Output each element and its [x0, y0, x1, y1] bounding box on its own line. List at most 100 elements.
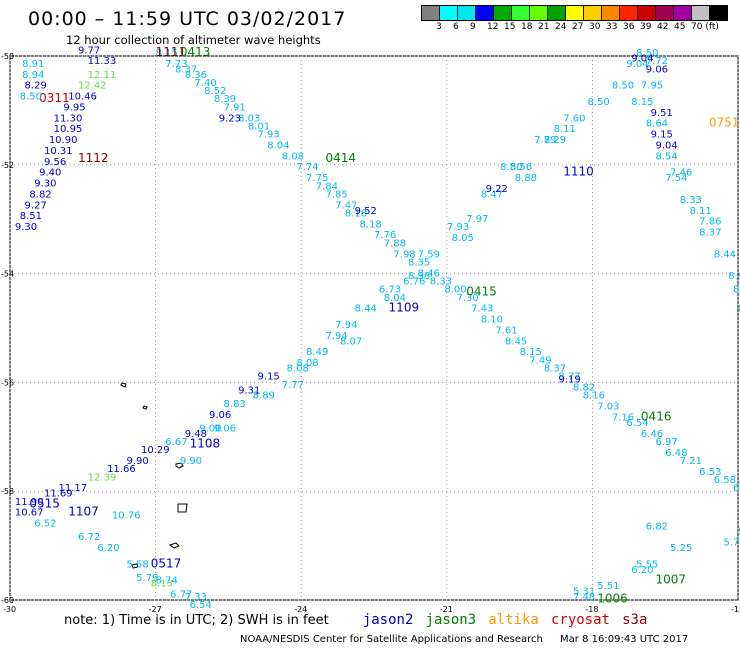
track-value: 8.15: [156, 48, 178, 59]
track-value: 7.84: [316, 181, 338, 192]
track-value: 7.75: [306, 173, 328, 184]
track-value: 7.93: [258, 130, 280, 141]
track-value: 7.03: [597, 402, 619, 413]
island-outline: [168, 542, 180, 549]
lat-tick-label: -54: [1, 270, 14, 279]
track-value: 7.61: [495, 325, 517, 336]
pass-time-label: 1109: [389, 301, 420, 315]
lon-tick-label: -15: [731, 605, 740, 614]
wave-height-value: 8.51: [20, 211, 42, 222]
wave-height-value: 8.82: [29, 189, 51, 200]
track-value: 6.54: [626, 418, 648, 429]
lat-tick-label: -58: [1, 487, 14, 496]
wave-height-value: 12.42: [78, 81, 107, 92]
island-outline: [142, 405, 148, 410]
track-value: 8.15: [520, 347, 542, 358]
track-value: 5.25: [670, 543, 692, 554]
track-value: 8.03: [238, 113, 260, 124]
lat-tick-label: -56: [1, 378, 14, 387]
wave-height-value: 10.67: [15, 508, 44, 519]
map-subtitle: 12 hour collection of altimeter wave hei…: [66, 33, 321, 47]
pass-time-label: 1006: [597, 592, 628, 606]
track-value: 8.44: [714, 249, 736, 260]
satellite-legend: note: 1) Time is in UTC; 2) SWH is in fe…: [64, 612, 647, 628]
track-value: 6.97: [655, 437, 677, 448]
legend-jason2: jason2: [362, 612, 414, 628]
wave-height-value: 5.55: [636, 559, 658, 570]
track-value: 7.76: [374, 230, 396, 241]
lat-tick-label: -60: [1, 596, 14, 605]
track-value: 8.46: [418, 268, 440, 279]
track-value: 7.40: [194, 78, 216, 89]
track-value: 7.47: [335, 200, 357, 211]
track-value: 6.72: [78, 532, 100, 543]
track-value: 5.58: [126, 559, 148, 570]
pass-time-label: 1107: [68, 505, 99, 519]
lon-tick-label: -27: [149, 605, 162, 614]
island-outlines: [120, 382, 188, 569]
credit-text: NOAA/NESDIS Center for Satellite Applica…: [240, 634, 543, 645]
wave-height-value: 8.29: [25, 81, 47, 92]
wave-height-value: 6.77: [170, 589, 192, 600]
track-value: 8.54: [655, 151, 677, 162]
island-outline: [131, 563, 139, 569]
wave-height-value: 7.94: [335, 320, 357, 331]
colorbar-label: 39: [640, 22, 652, 32]
legend-cryosat: cryosat: [550, 612, 610, 628]
wave-height-colorbar: [421, 5, 728, 21]
track-value: 8.08: [287, 364, 309, 375]
track-value: 8.33: [430, 276, 452, 287]
track-value: 7.48: [573, 592, 595, 603]
pass-time-label: 0515: [29, 497, 60, 511]
track-value: 8.15: [631, 97, 653, 108]
wave-height-value: 9.06: [646, 64, 668, 75]
track-value: 8.01: [248, 121, 270, 132]
lon-tick-label: -21: [440, 605, 453, 614]
track-value: 8.33: [680, 195, 702, 206]
wave-height-value: 10.90: [49, 135, 78, 146]
wave-height-value: 8.07: [340, 336, 362, 347]
wave-height-value: 8.04: [384, 293, 406, 304]
track-value: 6.73: [379, 285, 401, 296]
track-value: 7.49: [529, 355, 551, 366]
wave-height-value: 6.82: [646, 521, 668, 532]
track-value: 8.29: [544, 135, 566, 146]
lon-tick-label: -24: [294, 605, 307, 614]
track-value: 7.91: [224, 102, 246, 113]
wave-height-value: 7.77: [282, 380, 304, 391]
colorbar-label: 18: [521, 22, 533, 32]
wave-height-value: 5.31: [573, 587, 595, 598]
pass-time-label: 0751: [709, 116, 740, 130]
pass-time-label: 1112: [78, 151, 109, 165]
pass-time-label: 1110: [563, 165, 594, 179]
wave-height-value: 5.79: [136, 573, 158, 584]
wave-height-value: 11.66: [107, 464, 136, 475]
wave-height-value: 11.17: [59, 483, 88, 494]
wave-height-value: 9.23: [219, 113, 241, 124]
track-value: 8.44: [355, 304, 377, 315]
colorbar-label: 42: [657, 22, 669, 32]
legend-jason3: jason3: [425, 612, 477, 628]
wave-height-value: 8.50: [500, 162, 522, 173]
track-value: 8.37: [544, 364, 566, 375]
track-value: 6.48: [665, 448, 687, 459]
colorbar-label: 45: [674, 22, 686, 32]
track-value: 9.90: [180, 456, 202, 467]
wave-height-value: 9.22: [486, 184, 508, 195]
pass-time-label: 0415: [466, 284, 497, 298]
wave-height-value: 6.76: [403, 276, 425, 287]
track-value: 8.08: [282, 151, 304, 162]
wave-height-value: 9.48: [185, 429, 207, 440]
wave-height-value: 9.31: [238, 385, 260, 396]
track-value: 7.85: [325, 189, 347, 200]
legend-note: note: 1) Time is in UTC; 2) SWH is in fe…: [64, 613, 329, 628]
axis-tick-labels: -50 -52 -54 -56 -58 -60-30 -27 -24 -21 -18 -15: [1, 52, 740, 614]
wave-height-value: 5.70: [723, 538, 740, 549]
colorbar-swatch: [709, 5, 728, 21]
colorbar-label: 70 (ft): [691, 22, 719, 32]
wave-height-value: 9.30: [15, 222, 37, 233]
wave-height-value: 9.90: [126, 456, 148, 467]
wave-height-value: 9.27: [25, 200, 47, 211]
wave-height-value: 11.33: [88, 56, 117, 67]
